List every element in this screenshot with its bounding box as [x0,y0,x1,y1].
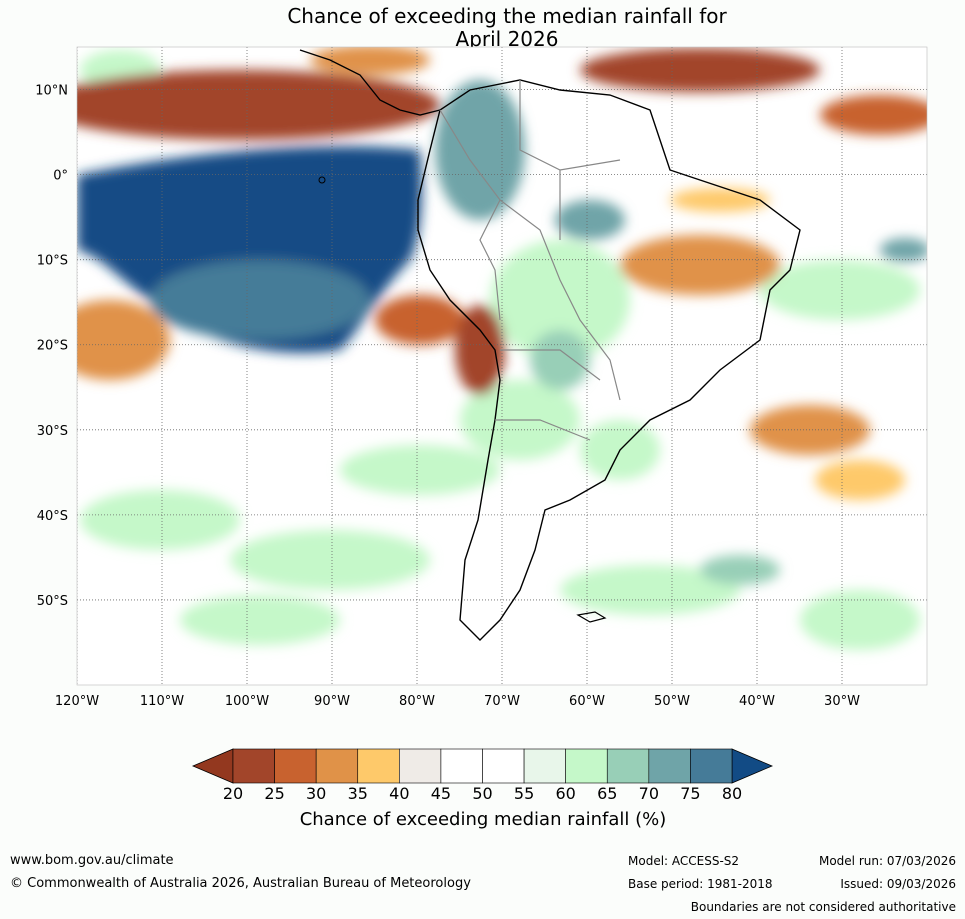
model-name: Model: ACCESS-S2 [628,854,740,868]
lat-label: 30°S [37,424,68,439]
map-frame [76,46,928,686]
colorbar-tick: 70 [639,784,659,803]
colorbar-tick: 35 [348,784,368,803]
lat-label: 20°S [37,339,68,354]
colorbar-label: Chance of exceeding median rainfall (%) [300,809,667,830]
field-teal-patch [435,80,525,220]
field-green-patch [80,490,240,550]
field-orange-patch [620,235,780,295]
field-green-patch [560,565,740,615]
colorbar-segment [690,748,733,784]
field-green-patch [340,445,500,495]
website-link[interactable]: www.bom.gov.au/climate [10,853,174,868]
field-green-patch [800,590,920,650]
lon-label: 80°W [399,694,435,709]
colorbar-segment [315,748,359,784]
lon-label: 110°W [140,694,184,709]
colorbar-segment [523,748,566,784]
colorbar-tick: 20 [223,784,243,803]
field-teal-patch [530,330,590,390]
field-green-patch [490,240,630,360]
field-green-patch [230,530,430,590]
boundaries-disclaimer: Boundaries are not considered authoritat… [690,900,956,914]
colorbar-under-arrow [191,748,234,784]
field-teal-patch [555,200,625,240]
lon-label: 70°W [484,694,520,709]
colorbar-tick: 40 [389,784,409,803]
copyright-notice: © Commonwealth of Australia 2026, Austra… [10,876,471,891]
rainfall-field [77,47,927,650]
colorbar-tick: 80 [722,784,742,803]
lat-label: 10°S [37,254,68,269]
colorbar-segment [274,748,317,784]
lon-label: 120°W [55,694,99,709]
lon-label: 40°W [739,694,775,709]
colorbar-segment [357,748,400,784]
colorbar-segment [565,748,608,784]
field-dry-band-north [580,48,820,92]
falkland-islands [576,611,607,623]
colorbar-segment [606,748,650,784]
base-period: Base period: 1981-2018 [628,877,773,891]
lat-label: 50°S [37,594,68,609]
latitude-labels: 10°N 0° 10°S 20°S 30°S 40°S 50°S [35,84,68,609]
title-line-2: April 2026 [455,27,559,51]
field-dry-band-north [310,47,430,75]
field-orange-patch [815,460,905,500]
colorbar-segment [440,748,483,784]
field-dry-band-north [820,95,927,135]
map-title: Chance of exceeding the median rainfall … [0,5,965,51]
colorbar-ticks: 20 25 30 35 40 45 50 55 60 65 70 75 80 [223,784,742,803]
lon-label: 60°W [569,694,605,709]
field-orange-patch [77,300,170,380]
field-orange-patch [455,305,505,395]
south-america-coastline [417,79,801,641]
colorbar-tick: 30 [306,784,326,803]
field-orange-patch [375,295,465,345]
colorbar-tick: 50 [472,784,492,803]
map-area [77,47,927,685]
model-run-date: Model run: 07/03/2026 [818,854,956,868]
colorbar-over-arrow [731,748,774,784]
colorbar-tick: 25 [264,784,284,803]
field-dry-band-north [77,70,440,140]
lat-label: 0° [53,169,68,184]
field-teal-patch [700,555,780,585]
colorbar: 20 25 30 35 40 45 50 55 60 65 70 75 80 C… [191,748,774,830]
field-orange-patch [750,405,870,455]
issued-date: Issued: 09/03/2026 [840,877,956,891]
central-america-coastline [299,49,441,116]
lat-label: 40°S [37,509,68,524]
colorbar-tick: 65 [597,784,617,803]
colorbar-segment [482,748,525,784]
lat-label: 10°N [35,84,68,99]
colorbar-tick: 75 [680,784,700,803]
colorbar-tick: 55 [514,784,534,803]
colorbar-segments [232,748,733,784]
lon-label: 100°W [225,694,269,709]
field-teal-patch [880,238,927,262]
title-line-1: Chance of exceeding the median rainfall … [287,4,727,28]
country-borders [439,80,621,441]
colorbar-segment [232,748,275,784]
colorbar-tick: 45 [431,784,451,803]
longitude-labels: 120°W 110°W 100°W 90°W 80°W 70°W 60°W 50… [55,694,860,709]
colorbar-segment [648,748,691,784]
colorbar-tick: 60 [555,784,575,803]
graticule [77,47,927,685]
lon-label: 30°W [824,694,860,709]
colorbar-segment [399,748,442,784]
field-orange-patch [670,188,770,212]
galapagos-islands [318,176,326,184]
lon-label: 90°W [314,694,350,709]
field-green-patch [180,595,340,645]
lon-label: 50°W [654,694,690,709]
field-wet-pacific-edge [150,260,370,340]
field-green-patch [760,260,920,320]
